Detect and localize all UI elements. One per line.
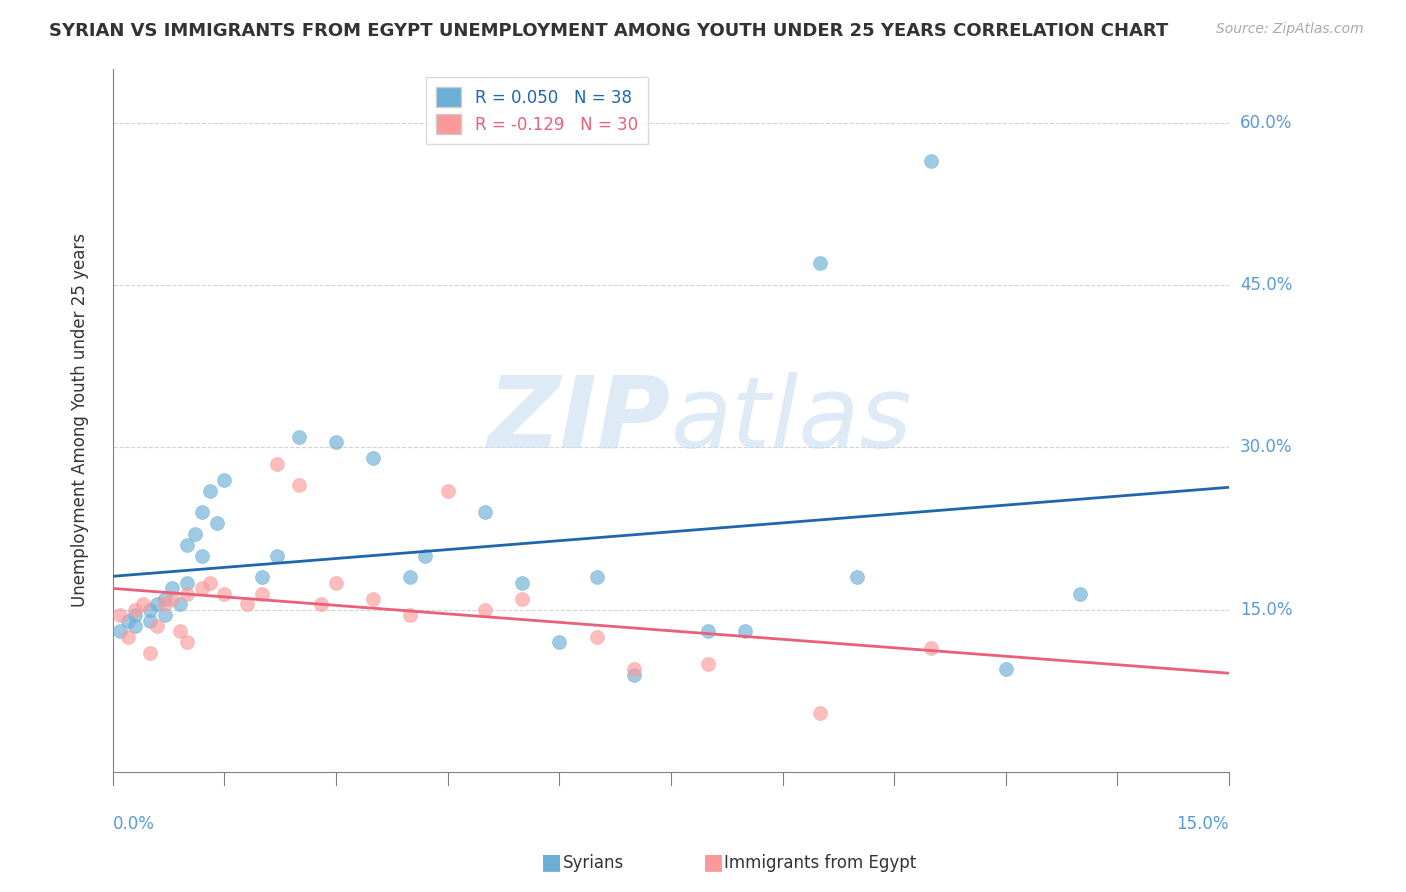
- Point: [325, 434, 347, 449]
- Point: [117, 614, 139, 628]
- Point: [585, 570, 607, 584]
- Point: [162, 591, 184, 606]
- Point: [697, 624, 720, 639]
- Point: [474, 603, 496, 617]
- Text: ■: ■: [703, 853, 724, 872]
- Point: [176, 586, 198, 600]
- Text: 15.0%: 15.0%: [1177, 815, 1229, 833]
- Point: [399, 608, 422, 623]
- Point: [309, 598, 332, 612]
- Point: [139, 603, 162, 617]
- Point: [399, 570, 422, 584]
- Point: [845, 570, 868, 584]
- Point: [510, 575, 533, 590]
- Point: [153, 598, 176, 612]
- Text: SYRIAN VS IMMIGRANTS FROM EGYPT UNEMPLOYMENT AMONG YOUTH UNDER 25 YEARS CORRELAT: SYRIAN VS IMMIGRANTS FROM EGYPT UNEMPLOY…: [49, 22, 1168, 40]
- Point: [139, 614, 162, 628]
- Point: [288, 478, 311, 492]
- Point: [361, 591, 384, 606]
- Point: [474, 505, 496, 519]
- Point: [325, 575, 347, 590]
- Point: [1069, 586, 1091, 600]
- Point: [124, 619, 146, 633]
- Point: [183, 527, 205, 541]
- Point: [214, 586, 236, 600]
- Point: [288, 429, 311, 443]
- Point: [169, 598, 191, 612]
- Point: [808, 256, 831, 270]
- Text: 60.0%: 60.0%: [1240, 113, 1292, 132]
- Point: [198, 483, 221, 498]
- Point: [623, 667, 645, 681]
- Point: [734, 624, 756, 639]
- Point: [361, 451, 384, 466]
- Y-axis label: Unemployment Among Youth under 25 years: Unemployment Among Youth under 25 years: [72, 234, 89, 607]
- Point: [169, 624, 191, 639]
- Point: [110, 624, 132, 639]
- Point: [176, 575, 198, 590]
- Point: [191, 549, 214, 563]
- Point: [191, 505, 214, 519]
- Point: [697, 657, 720, 671]
- Point: [110, 608, 132, 623]
- Point: [266, 457, 288, 471]
- Point: [250, 586, 273, 600]
- Point: [548, 635, 571, 649]
- Point: [124, 603, 146, 617]
- Point: [205, 516, 228, 531]
- Legend: R = 0.050   N = 38, R = -0.129   N = 30: R = 0.050 N = 38, R = -0.129 N = 30: [426, 77, 648, 145]
- Point: [146, 598, 169, 612]
- Point: [131, 598, 153, 612]
- Point: [191, 581, 214, 595]
- Point: [266, 549, 288, 563]
- Point: [236, 598, 259, 612]
- Point: [162, 581, 184, 595]
- Text: Source: ZipAtlas.com: Source: ZipAtlas.com: [1216, 22, 1364, 37]
- Text: 30.0%: 30.0%: [1240, 438, 1292, 457]
- Point: [994, 662, 1017, 676]
- Point: [920, 640, 942, 655]
- Point: [176, 635, 198, 649]
- Point: [176, 538, 198, 552]
- Point: [139, 646, 162, 660]
- Point: [117, 630, 139, 644]
- Point: [153, 608, 176, 623]
- Text: Immigrants from Egypt: Immigrants from Egypt: [724, 855, 917, 872]
- Text: 15.0%: 15.0%: [1240, 600, 1292, 619]
- Text: ■: ■: [541, 853, 562, 872]
- Point: [436, 483, 458, 498]
- Point: [214, 473, 236, 487]
- Point: [250, 570, 273, 584]
- Text: atlas: atlas: [671, 372, 912, 469]
- Point: [415, 549, 437, 563]
- Point: [623, 662, 645, 676]
- Point: [808, 706, 831, 720]
- Point: [153, 591, 176, 606]
- Point: [146, 619, 169, 633]
- Text: 45.0%: 45.0%: [1240, 276, 1292, 294]
- Text: ZIP: ZIP: [488, 372, 671, 469]
- Point: [510, 591, 533, 606]
- Point: [920, 153, 942, 168]
- Point: [198, 575, 221, 590]
- Point: [124, 608, 146, 623]
- Text: Syrians: Syrians: [562, 855, 624, 872]
- Point: [585, 630, 607, 644]
- Text: 0.0%: 0.0%: [112, 815, 155, 833]
